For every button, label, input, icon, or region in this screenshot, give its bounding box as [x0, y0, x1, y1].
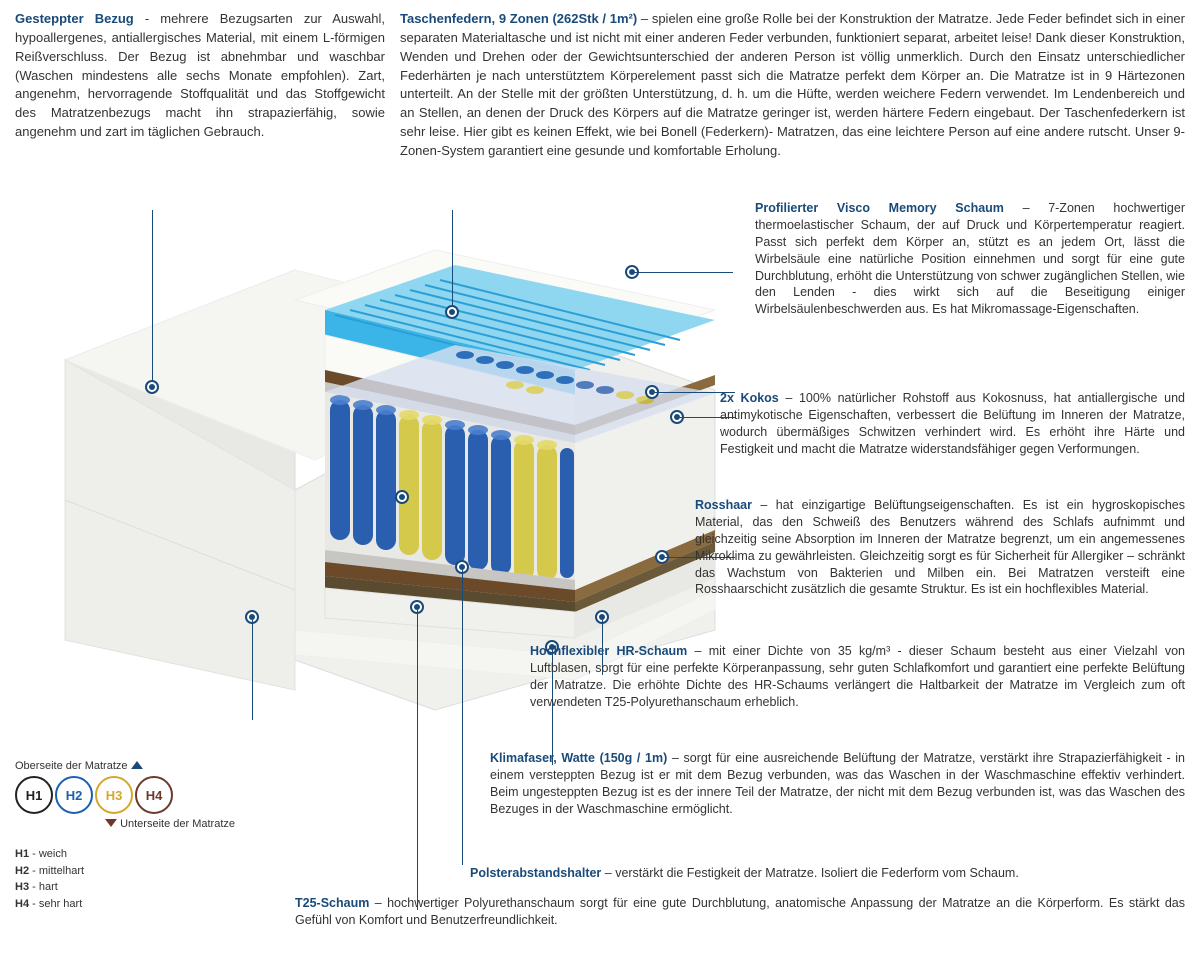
hr-description: Hochflexibler HR-Schaum – mit einer Dich…	[530, 643, 1185, 711]
klima-description: Klimafaser, Watte (150g / 1m) – sorgt fü…	[490, 750, 1185, 818]
visco-body: – 7-Zonen hochwertiger thermoelastischer…	[755, 201, 1185, 316]
hardness-circle-h4: H4	[135, 776, 173, 814]
cover-description: Gesteppter Bezug - mehrere Bezugsarten z…	[15, 10, 385, 142]
hardness-key-row: H4 - sehr hart	[15, 896, 235, 913]
kokos-body: – 100% natürlicher Rohstoff aus Kokosnus…	[720, 391, 1185, 456]
triangle-up-icon	[131, 761, 143, 769]
hardness-key-row: H1 - weich	[15, 846, 235, 863]
cover-heading: Gesteppter Bezug	[15, 11, 134, 26]
kokos-heading: 2x Kokos	[720, 391, 779, 405]
polster-heading: Polsterabstandshalter	[470, 866, 601, 880]
hardness-circles: H1 H2 H3 H4	[15, 776, 235, 814]
springs-body: – spielen eine große Rolle bei der Konst…	[400, 11, 1185, 158]
cover-body: - mehrere Bezugsarten zur Auswahl, hypoa…	[15, 11, 385, 139]
hardness-top-label: Oberseite der Matratze	[15, 760, 235, 772]
hr-heading: Hochflexibler HR-Schaum	[530, 644, 687, 658]
callout-line	[152, 210, 153, 380]
t25-heading: T25-Schaum	[295, 896, 369, 910]
rosshaar-body: – hat einzigartige Belüftungseigenschaft…	[695, 498, 1185, 596]
hardness-bottom-label: Unterseite der Matratze	[15, 818, 235, 830]
springs-description: Taschenfedern, 9 Zonen (262Stk / 1m²) – …	[400, 10, 1185, 161]
polster-body: – verstärkt die Festigkeit der Matratze.…	[601, 866, 1019, 880]
hardness-circle-h2: H2	[55, 776, 93, 814]
t25-description: T25-Schaum – hochwertiger Polyurethansch…	[295, 895, 1185, 929]
polster-description: Polsterabstandshalter – verstärkt die Fe…	[470, 865, 1185, 882]
t25-body: – hochwertiger Polyurethanschaum sorgt f…	[295, 896, 1185, 927]
hardness-key: H1 - weich H2 - mittelhart H3 - hart H4 …	[15, 846, 235, 912]
callout-line	[252, 620, 253, 720]
callout-line	[462, 570, 463, 865]
rosshaar-description: Rosshaar – hat einzigartige Belüftungsei…	[695, 497, 1185, 598]
callout-line	[452, 210, 453, 305]
kokos-description: 2x Kokos – 100% natürlicher Rohstoff aus…	[720, 390, 1185, 458]
hardness-circle-h3: H3	[95, 776, 133, 814]
callout-dot	[395, 490, 409, 504]
hardness-key-row: H3 - hart	[15, 879, 235, 896]
hardness-key-row: H2 - mittelhart	[15, 863, 235, 880]
hardness-legend: Oberseite der Matratze H1 H2 H3 H4 Unter…	[15, 760, 235, 912]
callout-dot	[145, 380, 159, 394]
callout-line	[633, 272, 733, 273]
springs-heading: Taschenfedern, 9 Zonen (262Stk / 1m²)	[400, 11, 637, 26]
callout-line	[417, 610, 418, 910]
callout-dot	[445, 305, 459, 319]
klima-heading: Klimafaser, Watte (150g / 1m)	[490, 751, 667, 765]
visco-heading: Profilierter Visco Memory Schaum	[755, 201, 1004, 215]
hardness-circle-h1: H1	[15, 776, 53, 814]
visco-description: Profilierter Visco Memory Schaum – 7-Zon…	[755, 200, 1185, 318]
rosshaar-heading: Rosshaar	[695, 498, 752, 512]
triangle-down-icon	[105, 819, 117, 827]
